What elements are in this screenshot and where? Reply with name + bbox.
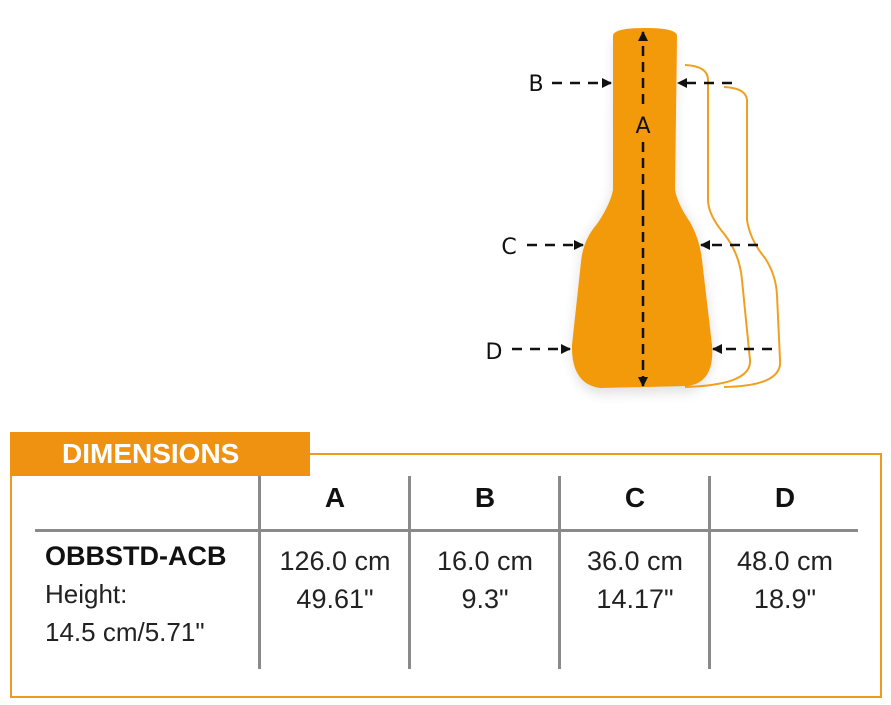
column-divider: [558, 476, 561, 669]
label-a: A: [635, 114, 650, 139]
value-inch: 49.61": [296, 584, 374, 614]
model-code: OBBSTD-ACB: [45, 541, 227, 571]
value-cm: 16.0 cm: [436, 546, 534, 576]
column-header-b: B: [474, 482, 496, 513]
height-value: 14.5 cm/5.71": [45, 617, 205, 647]
value-cm: 48.0 cm: [736, 546, 834, 576]
column-divider: [258, 476, 261, 669]
value-cm: 126.0 cm: [279, 546, 391, 576]
value-inch: 9.3": [461, 584, 509, 614]
cell-b: 16.0 cm 9.3": [410, 542, 560, 618]
bag-side-outline: [684, 64, 752, 388]
column-divider: [708, 476, 711, 669]
header-divider: [35, 529, 858, 532]
bag-back-outline: [723, 86, 782, 388]
row-header: OBBSTD-ACB Height: 14.5 cm/5.71": [45, 537, 227, 651]
column-header-c: C: [624, 482, 646, 513]
cell-c: 36.0 cm 14.17": [560, 542, 710, 618]
label-c: C: [501, 235, 516, 260]
dimensions-title: DIMENSIONS: [10, 432, 310, 476]
cell-d: 48.0 cm 18.9": [710, 542, 860, 618]
dimensions-table: [10, 453, 882, 698]
value-cm: 36.0 cm: [586, 546, 684, 576]
label-d: D: [486, 340, 503, 365]
cell-a: 126.0 cm 49.61": [260, 542, 410, 618]
bag-dimension-diagram: A B C D: [486, 28, 782, 394]
column-header-d: D: [774, 482, 796, 513]
column-divider: [408, 476, 411, 669]
label-b: B: [528, 72, 543, 97]
height-label: Height:: [45, 579, 128, 609]
value-inch: 14.17": [596, 584, 674, 614]
value-inch: 18.9": [753, 584, 817, 614]
column-header-a: A: [324, 482, 346, 513]
